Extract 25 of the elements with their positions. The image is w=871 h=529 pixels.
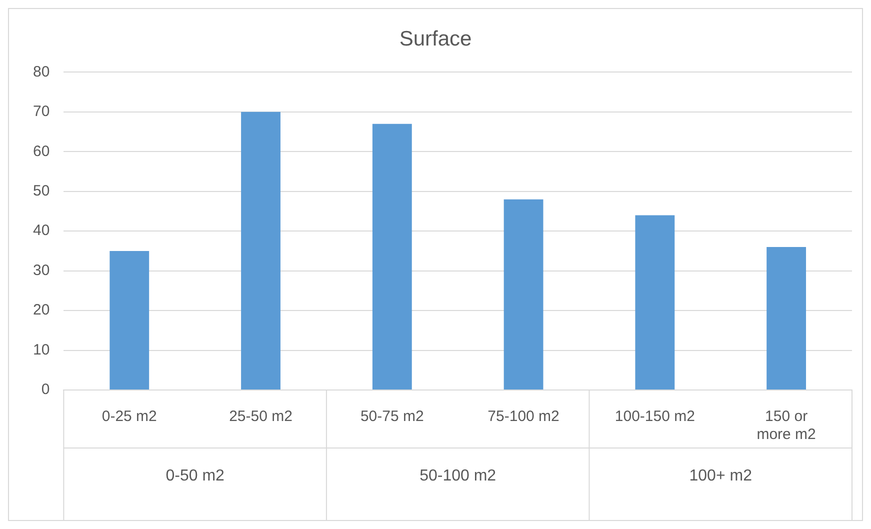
y-tick-label: 70 [32,103,50,120]
y-tick-label: 40 [32,222,50,240]
x-tick-label: 150 or more m2 [756,408,816,444]
y-tick-label: 60 [32,142,50,160]
text: 0-50 m2 [166,467,225,484]
bar [635,215,675,390]
text: 50-100 m2 [420,467,496,484]
y-tick-label: 0 [41,381,50,398]
y-tick-label: 30 [32,262,50,279]
y-tick-label: 10 [32,341,50,358]
bar [372,124,412,390]
x-tick-label: 100-150 m2 [614,408,695,426]
bar [766,246,806,390]
bar [241,112,280,390]
x-tick-label: 50-75 m2 [360,408,424,426]
x-tick-label: 75-100 m2 [488,408,560,426]
chart-title: Surface [399,27,472,50]
text: 100+ m2 [689,467,752,484]
y-tick-label: 80 [32,63,50,80]
bar [110,250,150,390]
x-tick-label: 25-50 m2 [229,408,292,426]
y-tick-label: 50 [32,182,50,200]
y-tick-label: 20 [32,302,50,319]
x-tick-label: 0-25 m2 [102,408,157,426]
bar [504,199,544,390]
